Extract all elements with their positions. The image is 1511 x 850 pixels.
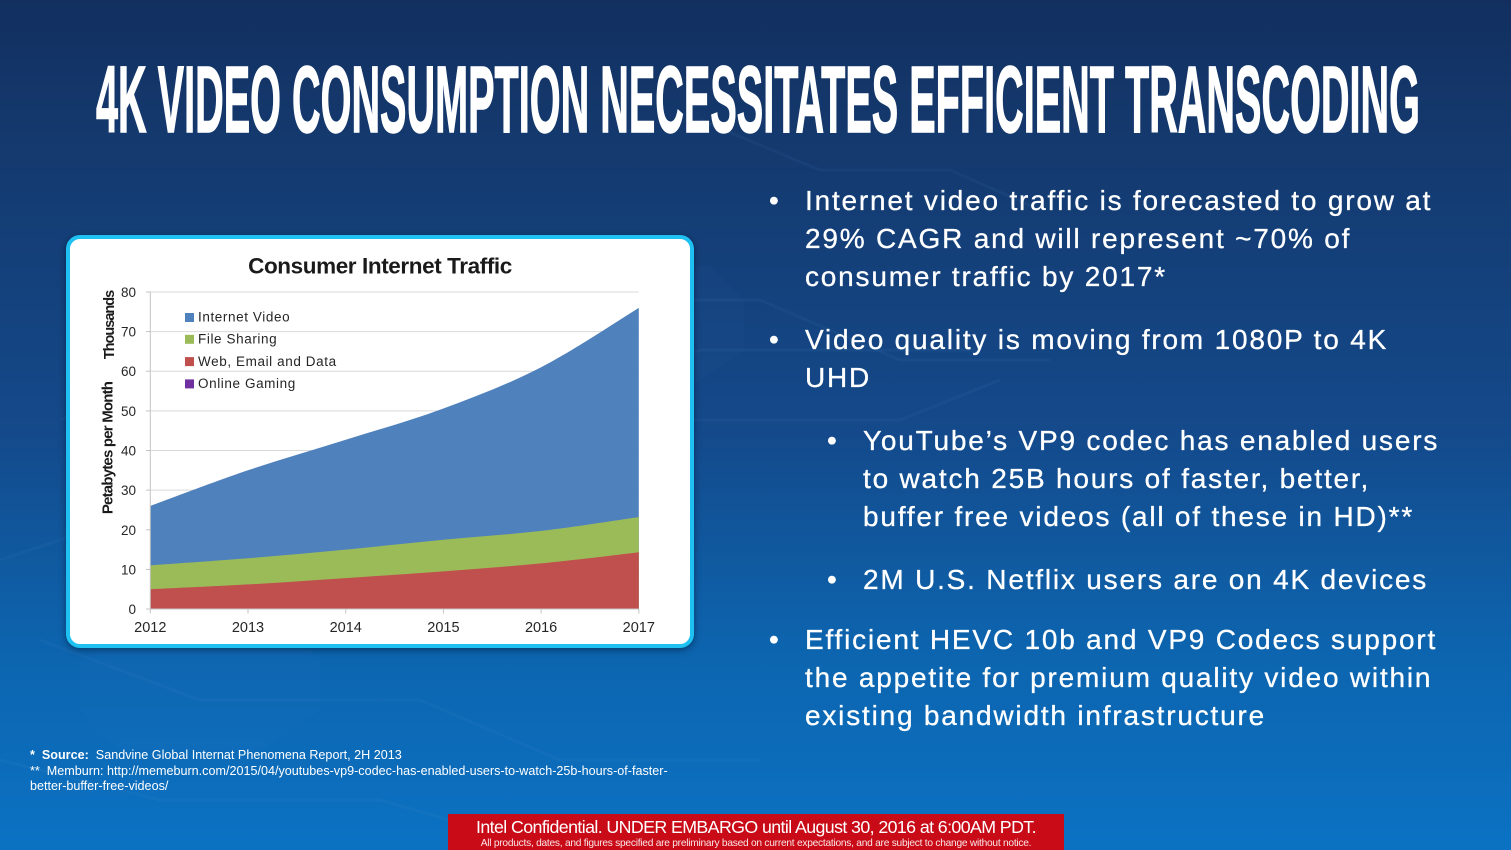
svg-text:4K VIDEO CONSUMPTION NECESSITA: 4K VIDEO CONSUMPTION NECESSITATES EFFICI… bbox=[96, 47, 1420, 153]
svg-text:2014: 2014 bbox=[330, 620, 362, 636]
svg-text:70: 70 bbox=[121, 325, 136, 340]
svg-text:0: 0 bbox=[128, 602, 136, 617]
svg-text:2016: 2016 bbox=[525, 620, 557, 636]
svg-text:80: 80 bbox=[121, 285, 136, 300]
svg-text:50: 50 bbox=[121, 404, 136, 419]
svg-text:20: 20 bbox=[121, 523, 136, 538]
svg-text:Internet Video: Internet Video bbox=[198, 309, 290, 324]
svg-text:Petabytes per Month: Petabytes per Month bbox=[100, 381, 117, 514]
svg-text:40: 40 bbox=[121, 444, 136, 459]
svg-text:2013: 2013 bbox=[232, 620, 264, 636]
svg-text:File Sharing: File Sharing bbox=[198, 332, 277, 347]
svg-text:2012: 2012 bbox=[134, 620, 166, 636]
svg-text:30: 30 bbox=[121, 483, 136, 498]
svg-text:10: 10 bbox=[121, 562, 136, 577]
svg-text:Web, Email and Data: Web, Email and Data bbox=[198, 354, 337, 369]
svg-text:Consumer Internet Traffic: Consumer Internet Traffic bbox=[248, 254, 512, 279]
svg-text:60: 60 bbox=[121, 364, 136, 379]
svg-text:2017: 2017 bbox=[623, 620, 655, 636]
svg-text:2015: 2015 bbox=[427, 620, 459, 636]
svg-text:Thousands: Thousands bbox=[102, 290, 118, 359]
svg-text:Online Gaming: Online Gaming bbox=[198, 376, 296, 391]
